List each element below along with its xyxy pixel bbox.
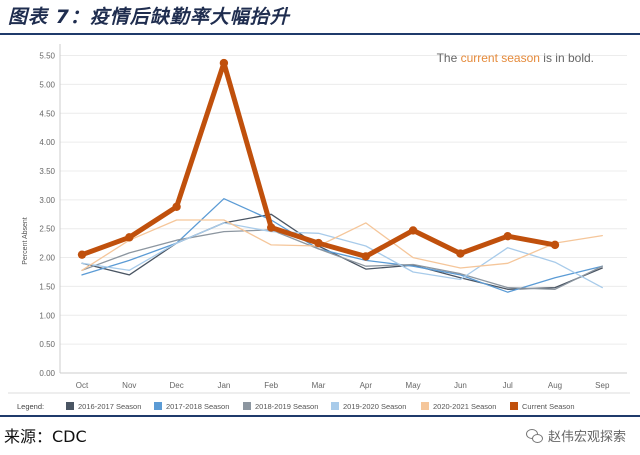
x-tick-label: Oct xyxy=(76,381,89,390)
title-underline xyxy=(0,33,640,35)
x-tick-label: Dec xyxy=(169,381,183,390)
x-tick-label: Apr xyxy=(360,381,373,390)
y-axis-ticks: 0.00 0.50 1.00 1.50 2.00 2.50 3.00 3.50 4.00 4.50… xyxy=(39,52,55,378)
y-tick-label: 1.00 xyxy=(39,311,55,320)
watermark: 赵伟宏观探索 xyxy=(525,426,626,445)
y-tick-label: 4.50 xyxy=(39,109,55,118)
x-tick-label: Sep xyxy=(595,381,610,390)
current-season-point xyxy=(125,233,134,242)
current-season-point xyxy=(456,249,465,258)
legend-swatch xyxy=(66,402,74,410)
legend-label: 2020-2021 Season xyxy=(433,402,496,411)
legend-label: Current Season xyxy=(522,402,575,411)
series-line-2020-2021-season xyxy=(81,219,603,271)
x-tick-label: Nov xyxy=(122,381,136,390)
annotation-text: The current season is in bold. xyxy=(437,51,594,65)
y-axis-label: Percent Absent xyxy=(22,217,29,265)
x-tick-label: Aug xyxy=(548,381,562,390)
series-line-current-season xyxy=(79,60,558,259)
legend-label: 2017-2018 Season xyxy=(166,402,229,411)
current-season-point xyxy=(219,58,229,68)
legend-label: 2019-2020 Season xyxy=(343,402,406,411)
legend-swatch xyxy=(510,402,518,410)
current-season-point xyxy=(550,240,560,250)
current-season-point xyxy=(503,232,512,241)
legend-label: 2018-2019 Season xyxy=(255,402,318,411)
y-tick-label: 2.00 xyxy=(39,254,55,263)
current-season-point xyxy=(314,238,323,248)
y-tick-label: 3.00 xyxy=(39,196,55,205)
series-line-2018-2019-season xyxy=(81,229,603,290)
watermark-text: 赵伟宏观探索 xyxy=(547,430,626,445)
legend: Legend: 2016-2017 Season 2017-2018 Season 2… xyxy=(17,402,575,411)
source-rule xyxy=(0,415,640,417)
series-line-2019-2020-season xyxy=(81,222,603,289)
current-season-point xyxy=(77,250,87,259)
x-tick-label: Jun xyxy=(454,381,467,390)
legend-swatch xyxy=(421,402,429,410)
y-tick-label: 3.50 xyxy=(39,167,55,176)
legend-swatch xyxy=(154,402,162,410)
annotation-prefix: The xyxy=(437,51,461,65)
annotation-highlight: current season xyxy=(461,51,540,65)
y-tick-label: 2.50 xyxy=(39,225,55,234)
wechat-icon xyxy=(525,428,544,443)
annotation-suffix: is in bold. xyxy=(540,51,594,65)
source-text: 来源：CDC xyxy=(4,427,87,446)
x-tick-label: Jul xyxy=(503,381,513,390)
legend-label: 2016-2017 Season xyxy=(78,402,141,411)
current-season-point xyxy=(267,223,276,232)
x-tick-label: Mar xyxy=(312,381,326,390)
legend-title: Legend: xyxy=(17,402,44,411)
y-tick-label: 0.00 xyxy=(39,369,55,378)
legend-swatch xyxy=(243,402,251,410)
y-tick-label: 1.50 xyxy=(39,282,55,291)
line-chart: 0.00 0.50 1.00 1.50 2.00 2.50 3.00 3.50 4.00 4.50… xyxy=(8,44,630,411)
y-tick-label: 4.00 xyxy=(39,138,55,147)
x-tick-label: May xyxy=(406,381,421,390)
y-tick-label: 5.50 xyxy=(39,52,55,61)
current-season-point xyxy=(172,202,181,211)
x-tick-label: Jan xyxy=(217,381,230,390)
current-season-point xyxy=(361,252,370,261)
x-axis-ticks: Oct Nov Dec Jan Feb Mar Apr May Jun Jul Aug Sep xyxy=(76,381,610,390)
series-line-2017-2018-season xyxy=(81,198,603,293)
y-tick-label: 0.50 xyxy=(39,340,55,349)
legend-swatch xyxy=(331,402,339,410)
figure-title: 图表 7：疫情后缺勤率大幅抬升 xyxy=(8,6,290,28)
series-lines xyxy=(77,58,603,293)
x-tick-label: Feb xyxy=(264,381,278,390)
current-season-point xyxy=(408,226,418,235)
grid-lines xyxy=(59,44,627,374)
y-tick-label: 5.00 xyxy=(39,80,55,89)
